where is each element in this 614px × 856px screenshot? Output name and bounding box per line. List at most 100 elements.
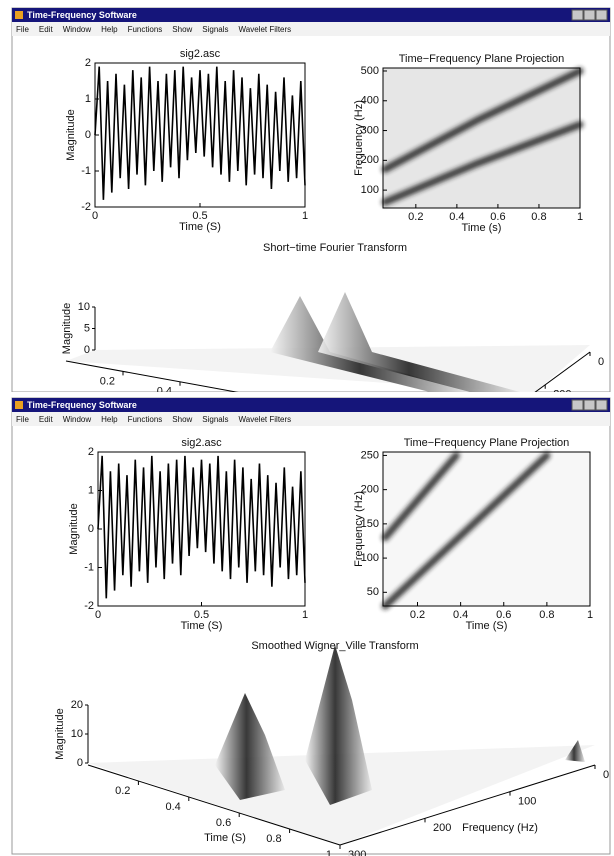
y-tick-label: -1 (84, 561, 94, 573)
x-tick-label: 0.4 (453, 609, 468, 621)
minimize-button[interactable] (571, 399, 584, 411)
time-tick-label: 1 (326, 849, 332, 856)
z-tick-label: 0 (77, 757, 83, 769)
x-tick-label: 1 (302, 609, 308, 621)
maximize-button[interactable] (583, 399, 596, 411)
y-axis-label: Magnitude (68, 503, 80, 554)
time-tick-label: 0.2 (115, 785, 130, 797)
surface-peak (215, 693, 285, 800)
plot-title: sig2.asc (180, 48, 221, 60)
menu-item[interactable]: Help (101, 25, 118, 34)
surface-peak (305, 645, 372, 805)
y-tick-label: 200 (361, 154, 379, 166)
z-axis-label: Magnitude (61, 303, 73, 354)
menu-item[interactable]: Help (101, 415, 118, 424)
menu-item[interactable]: Functions (128, 415, 163, 424)
freq-axis-label: Frequency (Hz) (462, 822, 538, 834)
menu-item[interactable]: Functions (128, 25, 163, 34)
menu-item[interactable]: Signals (202, 415, 228, 424)
app-window: Time-Frequency Software File Edit Window Hel… (11, 7, 611, 398)
y-tick-label: 0 (85, 129, 91, 141)
maximize-button[interactable] (583, 9, 596, 21)
y-tick-label: 150 (361, 518, 379, 530)
plot-title: sig2.asc (181, 437, 222, 449)
z-tick-label: 5 (84, 322, 90, 334)
time-tick-label: 0.2 (100, 375, 115, 387)
menu-item[interactable]: Edit (39, 415, 54, 424)
x-tick-label: 0.2 (410, 609, 425, 621)
menu-item[interactable]: File (16, 25, 29, 34)
z-axis-label: Magnitude (54, 708, 66, 759)
time-tick-label: 0.8 (266, 833, 281, 845)
y-tick-label: 1 (88, 484, 94, 496)
x-tick-label: 1 (587, 609, 593, 621)
y-tick-label: 250 (361, 449, 379, 461)
surface-peak (318, 292, 520, 392)
y-tick-label: 50 (367, 586, 379, 598)
x-axis-label: Time (S) (181, 620, 223, 632)
y-tick-label: 2 (85, 57, 91, 69)
menu-item[interactable]: Window (63, 25, 92, 34)
y-tick-label: 100 (361, 552, 379, 564)
window-title: Time-Frequency Software (27, 400, 137, 410)
title-bar (12, 8, 610, 22)
y-axis-label: Magnitude (65, 109, 77, 160)
time-axis (65, 360, 239, 392)
x-tick-label: 1 (302, 210, 308, 222)
z-tick-label: 10 (71, 728, 83, 740)
app-icon (15, 401, 23, 409)
menu-item[interactable]: Edit (39, 25, 54, 34)
freq-tick-label: 0 (598, 356, 604, 368)
freq-axis (339, 764, 596, 846)
x-tick-label: 0.5 (194, 609, 209, 621)
y-tick-label: 300 (361, 124, 379, 136)
surface-peak (270, 296, 470, 392)
plot-title: Time−Frequency Plane Projection (404, 437, 570, 449)
frequency-ridge (381, 67, 584, 173)
menu-item[interactable]: Show (172, 25, 192, 34)
x-tick-label: 0.8 (539, 609, 554, 621)
x-tick-label: 0 (95, 609, 101, 621)
time-axis (87, 764, 341, 846)
menu-bar (12, 22, 610, 36)
y-tick-label: 500 (361, 65, 379, 77)
surface-peak (565, 740, 585, 762)
y-tick-label: 400 (361, 95, 379, 107)
frequency-ridge (381, 451, 551, 610)
close-button[interactable] (595, 399, 608, 411)
x-tick-label: 0.4 (449, 211, 464, 223)
time-axis-label: Time (S) (204, 832, 246, 844)
freq-tick-label: 100 (518, 796, 536, 808)
app-window: Time-Frequency Software File Edit Window Hel… (11, 397, 611, 856)
time-tick-label: 0.4 (157, 386, 172, 398)
x-axis-label: Time (S) (179, 221, 221, 233)
freq-tick-label: 0 (603, 769, 609, 781)
menu-item[interactable]: Wavelet Filters (239, 25, 292, 34)
x-tick-label: 0.5 (192, 210, 207, 222)
z-tick-label: 10 (78, 301, 90, 313)
freq-tick-label: 300 (348, 849, 366, 856)
y-tick-label: 100 (361, 184, 379, 196)
menu-item[interactable]: Wavelet Filters (239, 415, 292, 424)
close-button[interactable] (595, 9, 608, 21)
time-tick-label: 0.6 (216, 817, 231, 829)
y-axis-label: Frequency (Hz) (353, 491, 365, 567)
y-tick-label: -2 (81, 201, 91, 213)
menu-item[interactable]: Signals (202, 25, 228, 34)
y-tick-label: 2 (88, 446, 94, 458)
menu-item[interactable]: Show (172, 415, 192, 424)
menu-bar (12, 412, 610, 426)
menu-item[interactable]: File (16, 415, 29, 424)
menu-item[interactable]: Window (63, 415, 92, 424)
y-tick-label: -1 (81, 165, 91, 177)
x-axis-label: Time (S) (466, 620, 508, 632)
surface-title: Short−time Fourier Transform (263, 242, 407, 254)
minimize-button[interactable] (571, 9, 584, 21)
app-icon (15, 11, 23, 19)
z-tick-label: 0 (84, 344, 90, 356)
signal-line (97, 455, 306, 599)
x-tick-label: 1 (577, 211, 583, 223)
frequency-ridge (381, 451, 460, 542)
frequency-ridge (381, 121, 584, 206)
